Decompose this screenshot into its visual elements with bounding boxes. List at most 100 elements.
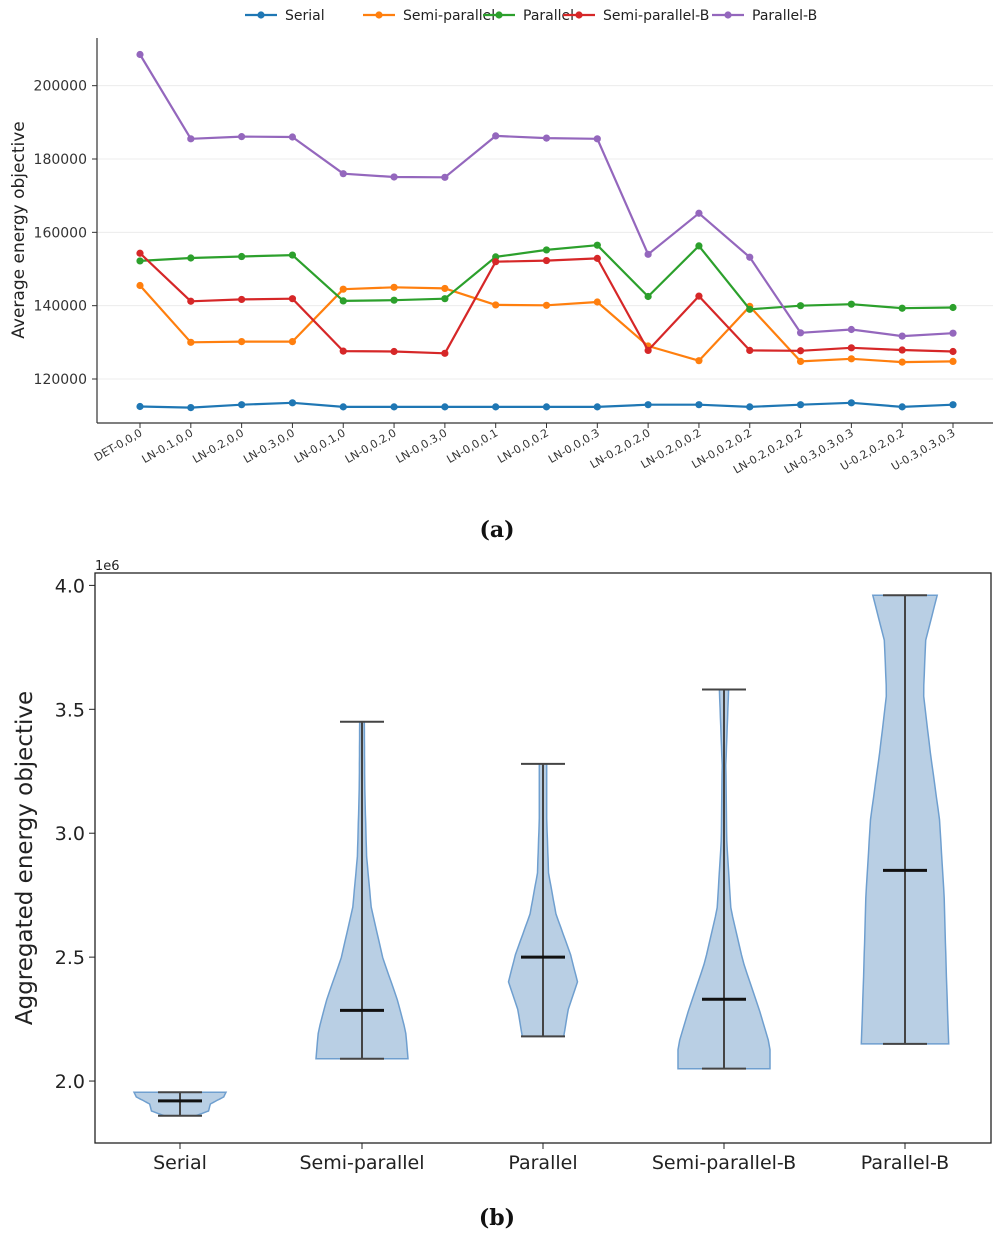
data-point: [441, 284, 449, 293]
data-point: [187, 297, 195, 305]
violin-semi-parallel-b: [677, 688, 771, 1070]
data-point: [238, 252, 246, 261]
data-point: [593, 403, 601, 411]
data-point: [847, 344, 855, 352]
data-point: [441, 295, 449, 303]
legend-label: Semi-parallel-B: [603, 8, 709, 24]
data-point: [644, 250, 652, 258]
legend-label: Semi-parallel: [403, 8, 495, 24]
violin-serial: [132, 1091, 228, 1117]
data-point: [593, 298, 601, 306]
data-point: [695, 242, 703, 250]
violin-semi-parallel: [315, 720, 409, 1060]
legend-item: Parallel-B: [712, 8, 817, 24]
legend-marker: [257, 11, 265, 19]
data-point: [288, 338, 297, 346]
line-chart: 120000 140000 160000 180000 200000 DET-0,0,0 L…: [9, 8, 993, 543]
violin-parallel: [507, 762, 579, 1038]
data-point: [238, 338, 246, 346]
legend-marker: [575, 11, 583, 19]
data-point: [238, 133, 246, 141]
data-point: [187, 338, 195, 346]
data-point: [949, 329, 957, 337]
data-point: [898, 358, 906, 366]
legend-item: Semi-parallel: [363, 8, 495, 24]
y-tick-label: 3.5: [55, 699, 85, 721]
data-point: [796, 329, 805, 337]
data-point: [847, 355, 855, 363]
axes: [89, 572, 992, 1149]
x-tick-label: LN-0,0.3,0: [394, 426, 450, 466]
data-point: [542, 134, 551, 142]
x-tick-label: LN-0.2,0,0: [190, 426, 246, 466]
data-point: [187, 404, 195, 412]
y-axis-label: Aggregated energy objective: [12, 691, 38, 1025]
data-point: [441, 403, 449, 411]
data-point: [898, 332, 906, 340]
data-point: [339, 403, 347, 411]
data-point: [695, 292, 703, 300]
series-lines: [136, 50, 957, 412]
data-point: [441, 349, 449, 357]
data-point: [339, 170, 347, 178]
x-tick-label: LN-0,0,0.1: [444, 426, 500, 466]
x-tick-label: Serial: [153, 1152, 207, 1174]
violin-parallel-b: [860, 594, 950, 1045]
x-tick-label: LN-0,0.1,0: [292, 426, 348, 466]
data-point: [339, 285, 347, 293]
axes: [92, 38, 993, 428]
data-point: [746, 346, 754, 354]
data-point: [542, 403, 551, 411]
data-point: [695, 401, 703, 409]
data-point: [492, 403, 500, 411]
data-point: [796, 302, 805, 310]
y-tick-label: 160000: [34, 225, 87, 241]
caption-a: (a): [479, 517, 514, 543]
y-tick-label: 120000: [34, 372, 87, 388]
data-point: [796, 357, 805, 365]
x-tick-label: LN-0,0,0.2: [495, 426, 551, 466]
data-point: [695, 209, 703, 217]
x-tick-label: DET-0,0,0: [92, 426, 144, 464]
x-tick-label: Semi-parallel-B: [652, 1152, 796, 1174]
data-point: [593, 135, 601, 143]
data-point: [746, 305, 754, 313]
data-point: [136, 402, 144, 411]
data-point: [898, 304, 906, 312]
x-tick-label: Semi-parallel: [299, 1152, 424, 1174]
data-point: [492, 132, 500, 140]
data-point: [288, 295, 297, 303]
data-point: [847, 399, 855, 407]
series-line-semi-parallel: [139, 284, 954, 364]
data-point: [796, 347, 805, 355]
data-point: [187, 135, 195, 143]
data-point: [136, 50, 144, 59]
legend-label: Parallel: [523, 8, 574, 24]
data-point: [644, 401, 652, 409]
data-point: [898, 403, 906, 411]
y-tick-label: 4.0: [55, 575, 85, 597]
data-point: [949, 357, 957, 365]
data-point: [339, 347, 347, 355]
data-point: [390, 347, 398, 356]
data-point: [288, 251, 297, 259]
data-point: [542, 301, 551, 309]
data-point: [238, 401, 246, 409]
legend-item: Semi-parallel-B: [563, 8, 709, 24]
data-point: [949, 303, 957, 312]
caption-b: (b): [479, 1205, 515, 1231]
violin-chart: 2.0 2.5 3.0 3.5 4.0 Serial Semi-parallel Parall…: [12, 559, 992, 1231]
data-point: [949, 401, 957, 409]
violins: [132, 594, 950, 1117]
data-point: [136, 281, 144, 290]
y-tick-label: 2.5: [55, 947, 85, 969]
data-point: [390, 283, 398, 291]
data-point: [542, 246, 551, 254]
data-point: [492, 258, 500, 266]
y-tick-label: 140000: [34, 299, 87, 315]
y-tick-label: 180000: [34, 152, 87, 168]
y-tick-label: 200000: [34, 79, 87, 95]
y-multiplier: 1e6: [95, 559, 120, 574]
legend-marker: [724, 11, 732, 19]
